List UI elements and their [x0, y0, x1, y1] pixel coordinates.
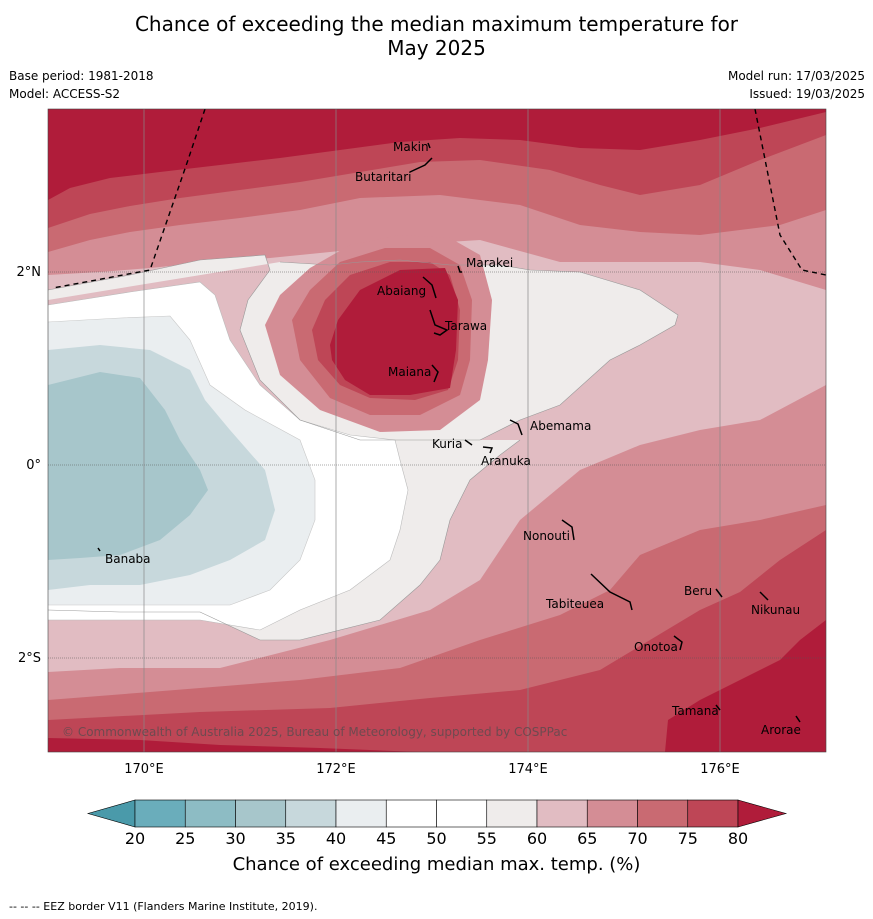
- colorbar-tick-label: 80: [728, 829, 748, 848]
- fill-br-80: [665, 620, 826, 752]
- island-outlines: [97, 142, 801, 723]
- lon-axis-labels: 170°E 172°E 174°E 176°E: [124, 762, 740, 777]
- model-run: Model run: 17/03/2025: [727, 69, 865, 83]
- contour-line-40: [48, 315, 316, 606]
- place-label: Aranuka: [481, 454, 531, 468]
- colorbar-segment: [536, 799, 588, 828]
- colorbar-tick-label: 50: [426, 829, 446, 848]
- place-label: Banaba: [105, 552, 151, 566]
- colorbar-segment: [586, 799, 638, 828]
- colorbar-tick-label: 60: [527, 829, 547, 848]
- place-label: Butaritari: [355, 170, 412, 184]
- place-label: Arorae: [761, 723, 801, 737]
- colorbar-tick-label: 40: [326, 829, 346, 848]
- colorbar-segment: [436, 799, 488, 828]
- colorbar-tick-label: 55: [477, 829, 497, 848]
- lat-axis-labels: 2°N 0° 2°S: [17, 265, 42, 666]
- colorbar-segment: [285, 799, 337, 828]
- colorbar-segment: [687, 799, 739, 828]
- colorbar-tick-label: 65: [577, 829, 597, 848]
- lon-label: 174°E: [508, 762, 548, 777]
- place-label: Abaiang: [377, 284, 426, 298]
- colorbar-segment: [335, 799, 387, 828]
- colorbar-segment: [184, 799, 236, 828]
- colorbar-tick-label: 25: [175, 829, 195, 848]
- place-label: Marakei: [466, 256, 513, 270]
- place-labels: Makin Butaritari Marakei Abaiang Tarawa …: [105, 140, 801, 737]
- eez-border-west: [52, 109, 206, 289]
- lon-label: 170°E: [124, 762, 164, 777]
- colorbar-tick-label: 75: [678, 829, 698, 848]
- lon-label: 172°E: [316, 762, 356, 777]
- colorbar-segment: [637, 799, 689, 828]
- title-line-1: Chance of exceeding the median maximum t…: [134, 12, 739, 36]
- colorbar: 20 25 30 35 40 45 50 55 60 65 70 75 80: [86, 799, 788, 848]
- fill-hot-80: [330, 268, 458, 395]
- map-gridlines: [48, 109, 826, 752]
- eez-legend-note: -- -- -- EEZ border V11 (Flanders Marine…: [9, 900, 318, 913]
- fill-top-80: [48, 109, 826, 200]
- map-frame: [47, 108, 827, 753]
- lat-label: 0°: [26, 458, 41, 473]
- issued-date: Issued: 19/03/2025: [749, 87, 865, 101]
- contour-line-45: [48, 281, 409, 631]
- title-line-2: May 2025: [387, 36, 486, 60]
- place-label: Beru: [684, 584, 712, 598]
- place-label: Nonouti: [523, 529, 570, 543]
- place-label: Tamana: [671, 704, 719, 718]
- place-label: Maiana: [388, 365, 431, 379]
- place-label: Tabiteuea: [545, 597, 604, 611]
- map-title: Chance of exceeding the median maximum t…: [0, 12, 873, 60]
- base-period: Base period: 1981-2018: [9, 69, 154, 83]
- contour-line-55: [48, 254, 679, 441]
- meta-right: Model run: 17/03/2025 Issued: 19/03/2025: [728, 67, 865, 103]
- place-label: Onotoa: [634, 640, 678, 654]
- colorbar-segment: [134, 799, 186, 828]
- colorbar-extend-low: [86, 799, 136, 828]
- place-label: Abemama: [530, 419, 591, 433]
- place-label: Nikunau: [751, 603, 800, 617]
- meta-left: Base period: 1981-2018 Model: ACCESS-S2: [9, 67, 154, 103]
- fill-br-75: [48, 530, 826, 752]
- lon-label: 176°E: [700, 762, 740, 777]
- place-label: Kuria: [432, 437, 463, 451]
- place-label: Tarawa: [444, 319, 487, 333]
- place-label: Makin: [393, 140, 429, 154]
- colorbar-tick-label: 70: [627, 829, 647, 848]
- colorbar-tick-label: 30: [225, 829, 245, 848]
- colorbar-tick-label: 20: [125, 829, 145, 848]
- model-name: Model: ACCESS-S2: [9, 87, 121, 101]
- lat-label: 2°N: [17, 265, 42, 280]
- lat-label: 2°S: [18, 651, 41, 666]
- eez-border-east: [754, 109, 826, 276]
- colorbar-tick-label: 35: [276, 829, 296, 848]
- copyright-notice: © Commonwealth of Australia 2025, Bureau…: [62, 725, 567, 739]
- contour-fills: Makin Butaritari Marakei Abaiang Tarawa …: [48, 109, 826, 752]
- colorbar-segment: [385, 799, 437, 828]
- colorbar-tick-label: 45: [376, 829, 396, 848]
- colorbar-title: Chance of exceeding median max. temp. (%…: [232, 854, 641, 875]
- contour-line-55b: [48, 439, 521, 641]
- colorbar-segment: [486, 799, 538, 828]
- colorbar-segment: [235, 799, 287, 828]
- fill-30-35: [48, 372, 208, 560]
- fill-bl-80: [48, 738, 420, 752]
- colorbar-extend-high: [737, 799, 788, 828]
